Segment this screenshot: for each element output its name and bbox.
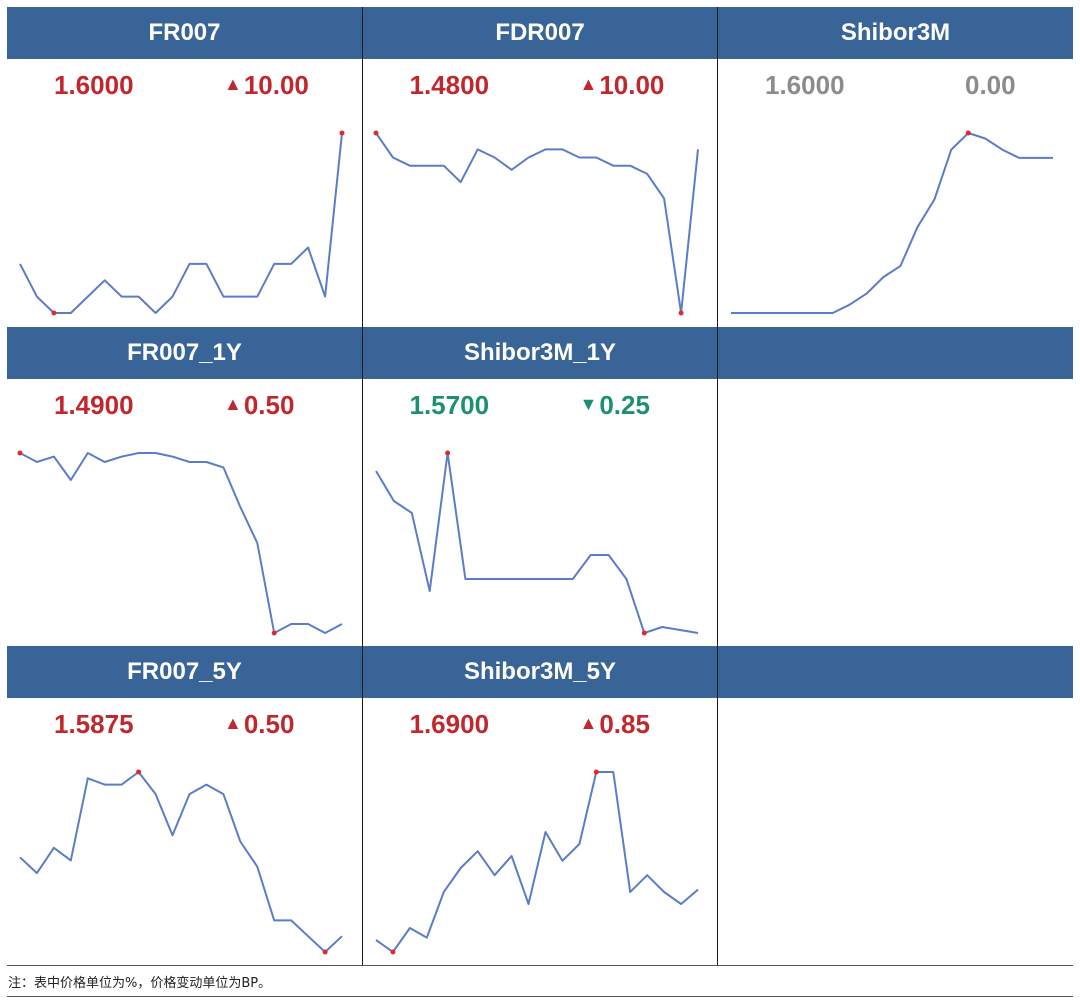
footer-rule-bottom	[7, 996, 1073, 997]
extreme-point-marker	[51, 310, 57, 316]
extreme-point-marker	[678, 310, 684, 316]
sparkline	[374, 450, 698, 635]
extreme-point-marker	[373, 130, 378, 136]
column-divider	[362, 7, 363, 965]
column-divider	[717, 7, 718, 965]
chart-title: FR007	[7, 7, 362, 59]
chart-title: FR007_1Y	[7, 326, 362, 379]
price-value: 1.5875	[54, 709, 134, 739]
series-line	[374, 451, 698, 634]
series-line	[19, 451, 343, 634]
empty-panel-header	[718, 646, 1073, 698]
sparkline	[19, 130, 345, 316]
change-value: 0.50	[243, 709, 295, 739]
empty-panel	[718, 326, 1073, 646]
change-value: 10.00	[243, 70, 309, 100]
empty-panel-header	[718, 326, 1073, 379]
extreme-point-marker	[965, 130, 971, 136]
chart-panel: FR007_5Y 1.5875 ▲ 0.50	[7, 646, 362, 965]
footnote: 注：表中价格单位为%，价格变动单位为BP。	[8, 976, 272, 991]
price-value: 1.5700	[409, 389, 490, 420]
chart-title: FDR007	[362, 7, 718, 59]
empty-panel	[718, 646, 1073, 965]
series-line	[19, 771, 343, 953]
chart-panel: FDR007 1.4800 ▲ 10.00	[362, 7, 718, 326]
up-triangle-icon: ▲	[579, 713, 598, 733]
sparkline	[373, 130, 699, 316]
series-line	[374, 771, 699, 953]
change-value: 0.25	[599, 389, 650, 420]
chart-panel: Shibor3M_1Y 1.5700 ▼ 0.25	[362, 326, 718, 646]
change-value: 0.50	[243, 389, 295, 420]
price-value: 1.4900	[54, 389, 134, 420]
price-value: 1.4800	[409, 70, 490, 100]
series-line	[374, 132, 699, 314]
sparkline	[19, 769, 343, 955]
change-group: ▲ 0.85	[580, 708, 650, 740]
chart-title: Shibor3M	[718, 7, 1073, 59]
change-value: 0.00	[965, 70, 1016, 100]
extreme-point-marker	[339, 130, 345, 136]
change-value: 0.85	[599, 709, 650, 739]
series-line	[731, 132, 1053, 314]
change-group: ▲ 10.00	[224, 69, 309, 101]
sparkline	[17, 450, 343, 635]
chart-title: FR007_5Y	[7, 646, 362, 698]
up-triangle-icon: ▲	[224, 393, 242, 414]
change-group: ▲ 0.50	[224, 708, 294, 740]
extreme-point-marker	[271, 630, 277, 635]
extreme-point-marker	[389, 949, 395, 955]
chart-panel: Shibor3M 1.6000 0.00	[718, 7, 1073, 326]
extreme-point-marker	[17, 450, 23, 455]
price-value: 1.6000	[54, 70, 134, 100]
chart-grid: FR007 1.6000 ▲ 10.00 FDR007 1.4800 ▲ 10.00 Shibo…	[7, 7, 1073, 965]
extreme-point-marker	[641, 630, 647, 635]
change-group: ▲ 0.50	[224, 389, 294, 421]
sparkline	[731, 130, 1053, 314]
chart-panel: FR007_1Y 1.4900 ▲ 0.50	[7, 326, 362, 646]
extreme-point-marker	[136, 769, 142, 775]
change-group: ▼ 0.25	[580, 389, 650, 421]
change-group: ▲ 10.00	[580, 69, 665, 101]
up-triangle-icon: ▲	[579, 74, 598, 94]
up-triangle-icon: ▲	[224, 74, 242, 94]
chart-panel: Shibor3M_5Y 1.6900 ▲ 0.85	[362, 646, 718, 965]
extreme-point-marker	[322, 949, 328, 955]
up-triangle-icon: ▲	[224, 713, 242, 733]
price-value: 1.6900	[409, 709, 490, 739]
footer-rule-top	[7, 965, 1073, 966]
price-value: 1.6000	[765, 70, 845, 100]
extreme-point-marker	[593, 769, 599, 775]
change-value: 10.00	[599, 70, 665, 100]
change-group: 0.00	[965, 69, 1016, 101]
extreme-point-marker	[444, 450, 450, 455]
series-line	[19, 132, 343, 314]
chart-panel: FR007 1.6000 ▲ 10.00	[7, 7, 362, 326]
chart-title: Shibor3M_5Y	[362, 646, 718, 698]
down-triangle-icon: ▼	[579, 393, 598, 414]
sparkline	[374, 769, 699, 955]
chart-title: Shibor3M_1Y	[362, 326, 718, 379]
